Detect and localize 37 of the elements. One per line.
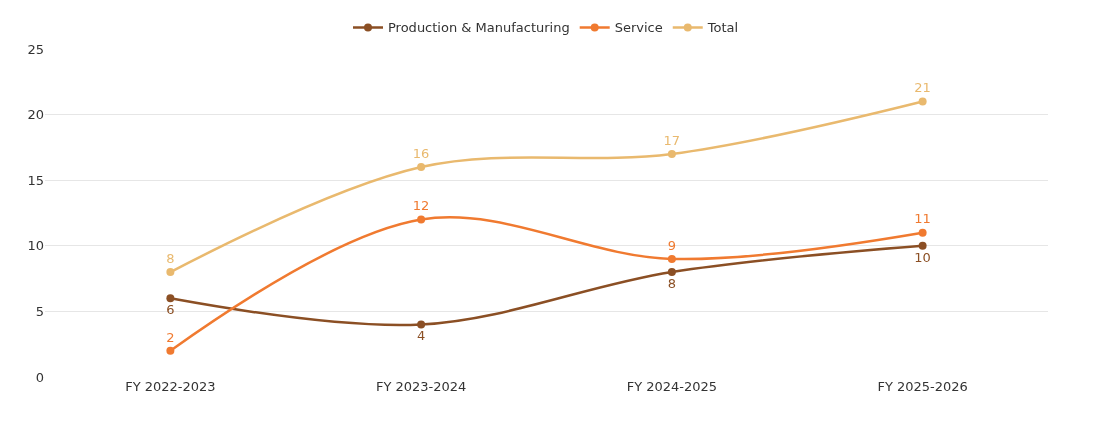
point (417, 320, 426, 329)
point (667, 149, 676, 158)
data-label: 4 (416, 328, 426, 344)
data-label: 8 (667, 275, 677, 291)
point (166, 268, 175, 277)
point (417, 215, 426, 224)
data-label: 11 (914, 211, 931, 227)
data-label: 6 (166, 302, 175, 318)
data-label: 12 (412, 198, 430, 214)
x-tick-label: FY 2025-2026 (877, 379, 968, 394)
point (166, 294, 175, 303)
point (667, 268, 676, 277)
point (166, 346, 175, 355)
point (918, 97, 927, 106)
x-tick-label: FY 2023-2024 (375, 379, 467, 394)
data-label: 2 (166, 329, 175, 345)
data-label: 10 (914, 249, 931, 265)
data-label: 16 (412, 145, 430, 161)
legend-label: Production & Manufacturing (388, 20, 570, 36)
legend-label: Total (706, 20, 739, 36)
y-tick-label: 20 (27, 107, 44, 123)
data-label: 8 (166, 250, 175, 266)
y-tick-label: 25 (27, 41, 44, 57)
legend-label: Service (614, 20, 663, 36)
data-label: 17 (663, 132, 681, 148)
data-label: 21 (914, 80, 931, 96)
y-tick-label: 10 (27, 238, 44, 254)
y-tick-label: 5 (35, 303, 44, 319)
point (918, 228, 927, 237)
y-tick-label: 15 (27, 172, 44, 188)
x-tick-label: FY 2022-2023 (125, 379, 216, 394)
point (417, 163, 426, 172)
point (918, 241, 927, 250)
y-tick-label: 0 (35, 369, 44, 385)
point (667, 254, 676, 263)
x-tick-label: FY 2024-2025 (626, 379, 718, 394)
data-label: 9 (667, 237, 677, 253)
